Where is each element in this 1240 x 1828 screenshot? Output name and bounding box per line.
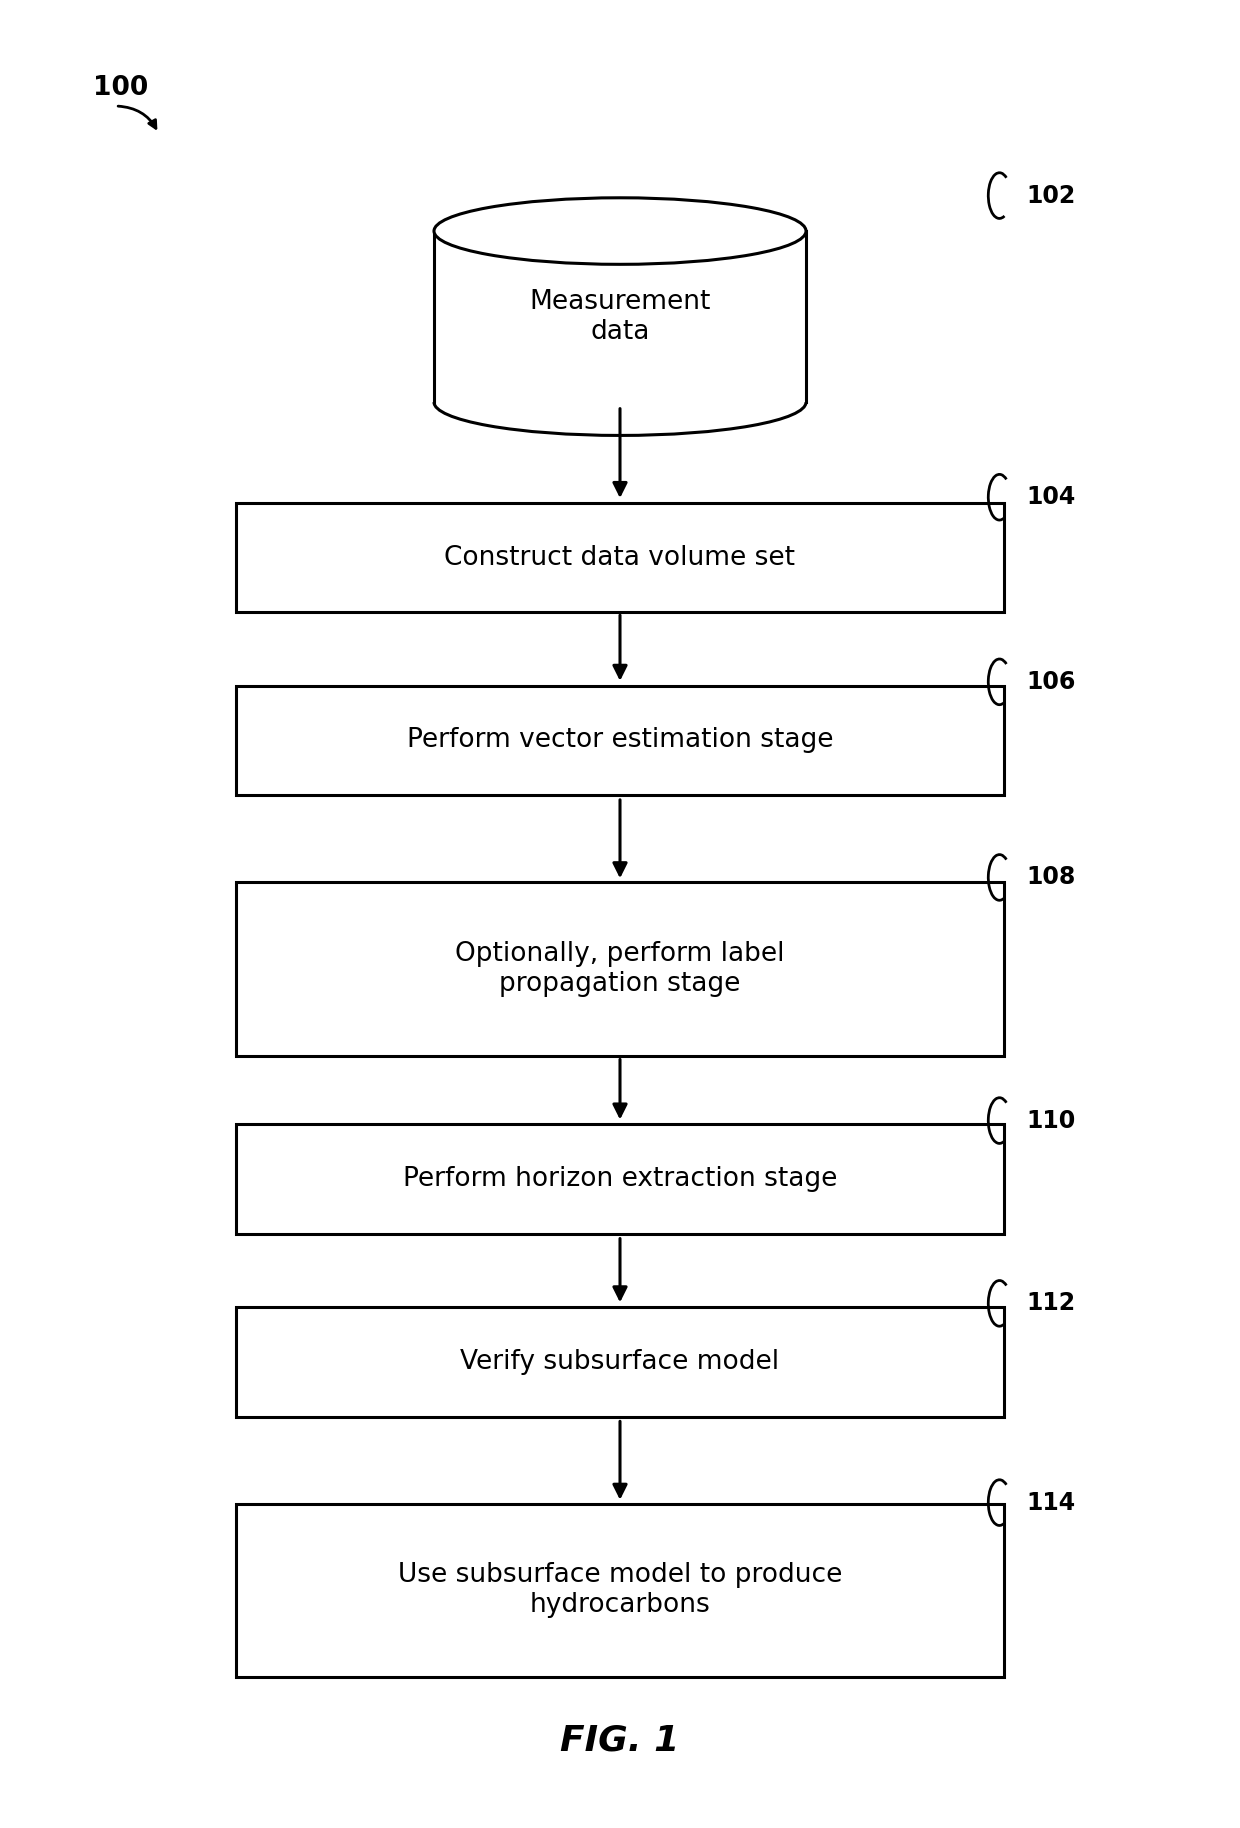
Text: 102: 102 (1027, 183, 1075, 208)
FancyBboxPatch shape (236, 883, 1004, 1057)
Text: Perform vector estimation stage: Perform vector estimation stage (407, 728, 833, 753)
Text: 104: 104 (1027, 484, 1075, 510)
Text: Verify subsurface model: Verify subsurface model (460, 1349, 780, 1375)
Text: 110: 110 (1027, 1108, 1075, 1133)
FancyBboxPatch shape (236, 503, 1004, 612)
Text: 114: 114 (1027, 1490, 1075, 1515)
Text: Use subsurface model to produce
hydrocarbons: Use subsurface model to produce hydrocar… (398, 1563, 842, 1618)
FancyBboxPatch shape (236, 1124, 1004, 1234)
Text: Perform horizon extraction stage: Perform horizon extraction stage (403, 1166, 837, 1192)
Text: Measurement
data: Measurement data (529, 289, 711, 345)
Text: Optionally, perform label
propagation stage: Optionally, perform label propagation st… (455, 941, 785, 996)
Text: 100: 100 (93, 75, 149, 101)
Text: 108: 108 (1027, 865, 1075, 890)
Text: 106: 106 (1027, 669, 1075, 695)
Text: 112: 112 (1027, 1291, 1075, 1316)
FancyBboxPatch shape (236, 1307, 1004, 1417)
FancyBboxPatch shape (236, 1503, 1004, 1678)
FancyBboxPatch shape (236, 686, 1004, 795)
Ellipse shape (434, 197, 806, 265)
Text: FIG. 1: FIG. 1 (560, 1724, 680, 1757)
Text: Construct data volume set: Construct data volume set (444, 545, 796, 570)
